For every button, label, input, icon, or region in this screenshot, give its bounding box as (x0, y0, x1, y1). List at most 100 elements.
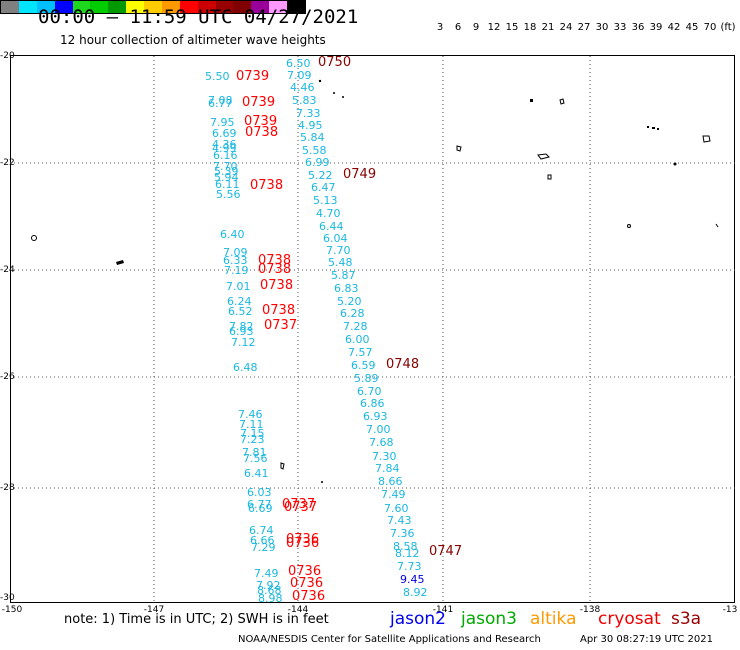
wave-height-value: 7.49 (254, 567, 279, 580)
credit-date: Apr 30 08:27:19 UTC 2021 (580, 634, 713, 645)
island (318, 79, 322, 83)
wave-height-value: 7.82 (229, 320, 254, 333)
longitude-label: -147 (143, 605, 165, 615)
island (116, 260, 124, 265)
legend-label: (ft) (720, 22, 736, 33)
observation-time: 0737 (284, 500, 318, 515)
wave-height-value: 7.12 (231, 336, 256, 349)
wave-height-value: 5.39 (214, 165, 239, 178)
latitude-label: -30 (0, 593, 15, 603)
map-plot-area (10, 55, 735, 603)
page-title: 00:00 – 11:59 UTC 04/27/2021 (38, 6, 359, 28)
legend-swatch (197, 1, 216, 13)
page-subtitle: 12 hour collection of altimeter wave hei… (60, 33, 326, 47)
wave-height-value: 6.50 (286, 57, 311, 70)
wave-height-value: 5.56 (216, 188, 241, 201)
wave-height-value: 7.09 (287, 69, 312, 82)
legend-swatch (179, 1, 198, 13)
wave-height-value: 6.69 (212, 127, 237, 140)
observation-time: 0737 (264, 318, 298, 333)
longitude-label: -141 (432, 605, 454, 615)
wave-height-value: 4.99 (212, 142, 237, 155)
latitude-label: -28 (0, 483, 15, 493)
legend-label: 42 (667, 22, 681, 33)
satellite-name: jason2 (390, 609, 446, 629)
legend-label: 45 (685, 22, 699, 33)
wave-height-value: 6.33 (223, 254, 248, 267)
legend-swatch (108, 1, 127, 13)
wave-height-value: 4.70 (316, 207, 341, 220)
wave-height-value: 7.84 (375, 462, 400, 475)
legend-swatch (269, 1, 287, 13)
legend-swatch (287, 1, 305, 13)
wave-height-value: 8.66 (378, 475, 403, 488)
observation-time: 0736 (292, 589, 326, 604)
wave-height-value: 8.68 (257, 584, 282, 597)
wave-height-value: 8.98 (258, 592, 283, 605)
wave-height-value: 6.03 (247, 486, 272, 499)
observation-time: 0738 (260, 278, 294, 293)
wave-height-value: 7.30 (372, 450, 397, 463)
wave-height-value: 8.92 (403, 586, 428, 599)
latitude-label: -22 (0, 158, 15, 168)
wave-height-value: 7.49 (381, 488, 406, 501)
wave-height-value: 5.87 (331, 269, 356, 282)
wave-height-value: 6.48 (233, 361, 258, 374)
wave-height-value: 5.48 (328, 256, 353, 269)
wave-height-value: 6.69 (248, 502, 273, 515)
observation-time: 0739 (236, 69, 270, 84)
wave-height-value: 6.59 (351, 359, 376, 372)
legend-swatch (72, 1, 91, 13)
legend-label: 12 (487, 22, 501, 33)
wave-height-value: 6.86 (360, 397, 385, 410)
wave-height-value: 6.16 (213, 149, 238, 162)
legend-swatch (90, 1, 109, 13)
observation-time: 0736 (288, 564, 322, 579)
wave-height-value: 7.01 (226, 280, 251, 293)
legend-label: 39 (649, 22, 663, 33)
longitude-label: -144 (287, 605, 309, 615)
legend-label: 9 (472, 22, 480, 33)
wave-height-value: 6.70 (357, 385, 382, 398)
observation-time: 0748 (386, 357, 420, 372)
legend-label: 30 (595, 22, 609, 33)
legend-label: 21 (541, 22, 555, 33)
observation-time: 0738 (245, 125, 279, 140)
observation-time: 0739 (244, 114, 278, 129)
legend-swatch (36, 1, 55, 13)
wave-height-value: 7.33 (296, 107, 321, 120)
wave-height-value: 6.52 (228, 305, 253, 318)
longitude-label: -150 (1, 605, 23, 615)
legend-label: 27 (577, 22, 591, 33)
wave-height-value: 7.11 (239, 418, 264, 431)
wave-height-value: 6.74 (249, 524, 274, 537)
island (31, 235, 37, 241)
observation-time: 0738 (258, 262, 292, 277)
color-legend (0, 0, 306, 14)
satellite-name: cryosat (598, 609, 661, 629)
legend-label: 33 (613, 22, 627, 33)
wave-height-value: 7.68 (369, 436, 394, 449)
legend-label: 15 (505, 22, 519, 33)
wave-height-value: 7.15 (240, 427, 265, 440)
island (456, 145, 462, 152)
wave-height-value: 6.83 (334, 282, 359, 295)
satellite-name: altika (530, 609, 577, 629)
wave-height-value: 6.77 (247, 498, 272, 511)
island (673, 162, 677, 166)
satellite-name: s3a (671, 609, 702, 629)
wave-height-value: 7.36 (390, 527, 415, 540)
wave-height-value: 6.00 (345, 333, 370, 346)
wave-height-value: 5.58 (302, 144, 327, 157)
observation-time: 0750 (318, 55, 352, 70)
longitude-label: -13 (722, 605, 738, 615)
wave-height-value: 5.13 (313, 194, 338, 207)
legend-swatch (18, 1, 37, 13)
observation-time: 0736 (286, 536, 320, 551)
wave-height-value: 7.70 (326, 244, 351, 257)
observation-time: 0736 (286, 532, 320, 547)
observation-time: 0738 (262, 303, 296, 318)
legend-label: 36 (631, 22, 645, 33)
wave-height-value: 7.08 (208, 94, 233, 107)
